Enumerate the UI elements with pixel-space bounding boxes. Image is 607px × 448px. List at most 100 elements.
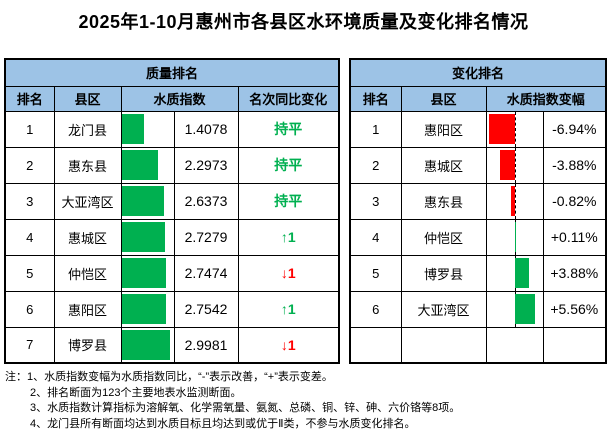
delta-value-cell: +5.56% [542, 290, 607, 328]
county-cell: 大亚湾区 [53, 182, 122, 220]
rank-cell: 6 [4, 290, 55, 328]
delta-value-cell: +0.11% [542, 218, 607, 256]
zero-axis-line [514, 220, 516, 254]
rank-cell: 1 [4, 110, 55, 148]
delta-data-bar [500, 149, 515, 181]
change-table: 变化排名 排名 县区 水质指数变幅 1 惠阳区 -6.94% 2 惠城区 -3.88% 3 惠… [349, 58, 607, 364]
index-bar-cell [120, 182, 175, 220]
change-col-delta: 水质指数变幅 [485, 85, 607, 112]
quality-col-index: 水质指数 [120, 85, 239, 112]
delta-data-bar [511, 185, 515, 217]
change-table-row: 1 惠阳区 -6.94% [349, 110, 607, 148]
delta-data-bar [514, 293, 536, 325]
index-bar-cell [120, 326, 175, 364]
quality-table-row: 3 大亚湾区 2.6373 持平 [4, 182, 340, 220]
rank-cell: 3 [4, 182, 55, 220]
index-data-bar [122, 293, 166, 325]
delta-value-cell: -6.94% [542, 110, 607, 148]
change-table-row: 4 仲恺区 +0.11% [349, 218, 607, 256]
delta-value-cell: +3.88% [542, 254, 607, 292]
quality-table-row: 5 仲恺区 2.7474 ↓1 [4, 254, 340, 292]
county-cell: 仲恺区 [53, 254, 122, 292]
footnotes: 注：1、水质指数变幅为水质指数同比，“-”表示改善，“+”表示变差。 2、排名断面… [5, 370, 607, 432]
rank-change-cell: ↑1 [237, 218, 340, 256]
change-table-row: 2 惠城区 -3.88% [349, 146, 607, 184]
zero-axis-line [514, 184, 516, 218]
county-cell: 惠东县 [400, 182, 487, 220]
rank-cell: 2 [349, 146, 402, 184]
delta-bar-cell [485, 326, 544, 364]
rank-change-cell: ↑1 [237, 290, 340, 328]
delta-value-cell: -0.82% [542, 182, 607, 220]
zero-axis-line [514, 148, 516, 182]
index-data-bar [122, 221, 166, 253]
index-data-bar [122, 329, 170, 360]
rank-cell: 3 [349, 182, 402, 220]
rank-cell: 4 [349, 218, 402, 256]
page-title: 2025年1-10月惠州市各县区水环境质量及变化排名情况 [78, 12, 529, 32]
quality-table: 质量排名 排名 县区 水质指数 名次同比变化 1 龙门县 1.4078 持平 2 惠东县 2… [4, 58, 341, 364]
delta-bar-cell [485, 290, 544, 328]
delta-bar-cell [485, 218, 544, 256]
county-cell: 仲恺区 [400, 218, 487, 256]
index-value-cell: 2.7474 [173, 254, 239, 292]
change-table-row: 5 博罗县 +3.88% [349, 254, 607, 292]
note-line: 2、排名断面为123个主要地表水监测断面。 [30, 386, 242, 399]
quality-table-title: 质量排名 [4, 58, 340, 87]
index-bar-cell [120, 254, 175, 292]
rank-cell: 4 [4, 218, 55, 256]
rank-change-cell: 持平 [237, 110, 340, 148]
note-line: 4、龙门县所有断面均达到水质目标且均达到或优于Ⅱ类，不参与水质变化排名。 [30, 417, 416, 430]
delta-bar-cell [485, 110, 544, 148]
index-bar-cell [120, 290, 175, 328]
county-cell: 惠阳区 [400, 110, 487, 148]
rank-cell: 6 [349, 290, 402, 328]
county-cell: 惠城区 [400, 146, 487, 184]
index-data-bar [122, 257, 166, 289]
quality-table-row: 1 龙门县 1.4078 持平 [4, 110, 340, 148]
rank-change-cell: ↓1 [237, 254, 340, 292]
delta-data-bar [488, 113, 515, 145]
delta-value-cell: -3.88% [542, 146, 607, 184]
rank-cell: 7 [4, 326, 55, 364]
change-table-row [349, 326, 607, 364]
rank-cell: 2 [4, 146, 55, 184]
delta-bar-cell [485, 182, 544, 220]
index-value-cell: 2.9981 [173, 326, 239, 364]
quality-table-row: 4 惠城区 2.7279 ↑1 [4, 218, 340, 256]
index-value-cell: 2.7542 [173, 290, 239, 328]
delta-value-cell [542, 326, 607, 364]
county-cell: 博罗县 [53, 326, 122, 364]
note-line: 3、水质指数计算指标为溶解氧、化学需氧量、氨氮、总磷、铜、锌、砷、六价铬等8项。 [30, 402, 461, 414]
index-value-cell: 2.6373 [173, 182, 239, 220]
change-table-title: 变化排名 [349, 58, 607, 87]
index-bar-cell [120, 110, 175, 148]
change-col-county: 县区 [400, 85, 487, 112]
rank-cell: 1 [349, 110, 402, 148]
quality-table-row: 2 惠东县 2.2973 持平 [4, 146, 340, 184]
rank-cell: 5 [349, 254, 402, 292]
quality-table-row: 6 惠阳区 2.7542 ↑1 [4, 290, 340, 328]
index-value-cell: 1.4078 [173, 110, 239, 148]
index-bar-cell [120, 218, 175, 256]
rank-cell [349, 326, 402, 364]
index-data-bar [122, 185, 164, 217]
quality-table-row: 7 博罗县 2.9981 ↓1 [4, 326, 340, 364]
county-cell: 惠东县 [53, 146, 122, 184]
index-data-bar [122, 149, 159, 181]
change-col-rank: 排名 [349, 85, 402, 112]
rank-cell: 5 [4, 254, 55, 292]
change-table-row: 6 大亚湾区 +5.56% [349, 290, 607, 328]
county-cell: 大亚湾区 [400, 290, 487, 328]
change-table-row: 3 惠东县 -0.82% [349, 182, 607, 220]
quality-col-county: 县区 [53, 85, 122, 112]
county-cell [400, 326, 487, 364]
county-cell: 博罗县 [400, 254, 487, 292]
index-value-cell: 2.7279 [173, 218, 239, 256]
delta-data-bar [514, 257, 530, 289]
index-bar-cell [120, 146, 175, 184]
rank-change-cell: ↓1 [237, 326, 340, 364]
tables-container: 质量排名 排名 县区 水质指数 名次同比变化 1 龙门县 1.4078 持平 2 惠东县 2… [4, 58, 607, 364]
change-table-body: 1 惠阳区 -6.94% 2 惠城区 -3.88% 3 惠东县 -0.82% 4 仲恺区 +0.11%… [349, 110, 607, 364]
rank-change-cell: 持平 [237, 146, 340, 184]
